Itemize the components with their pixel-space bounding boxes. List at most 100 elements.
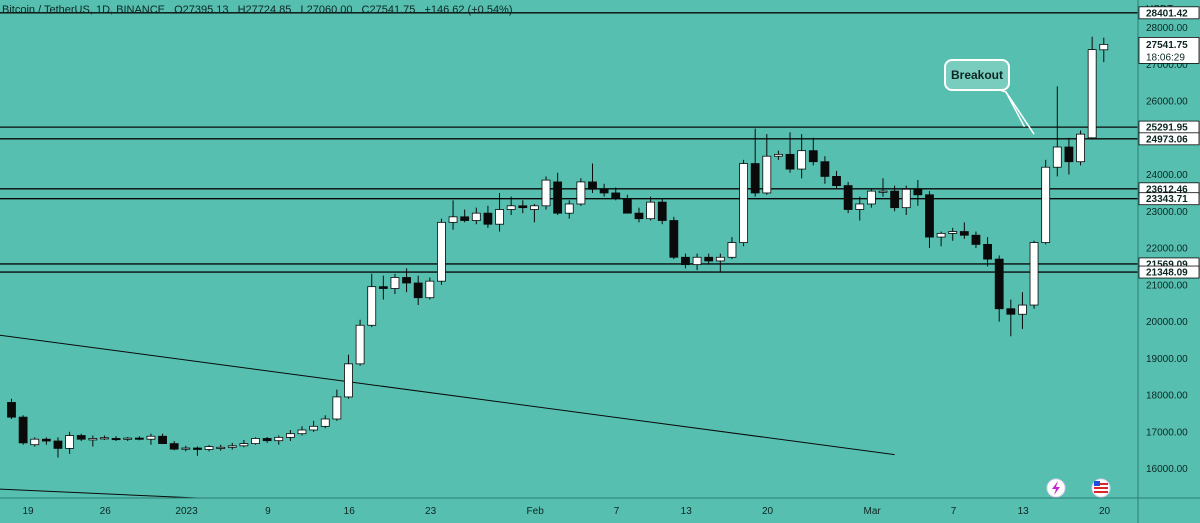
- candle-down[interactable]: [158, 435, 167, 445]
- candle-down[interactable]: [53, 440, 63, 449]
- level-price-tag[interactable]: [1138, 132, 1200, 146]
- candle-up[interactable]: [1018, 304, 1027, 315]
- candle-down[interactable]: [622, 198, 632, 214]
- candle-down[interactable]: [518, 205, 528, 209]
- candle-up[interactable]: [146, 435, 156, 440]
- candle-down[interactable]: [983, 244, 992, 260]
- candle-down[interactable]: [76, 435, 86, 440]
- candle-up[interactable]: [774, 153, 783, 157]
- candle-up[interactable]: [727, 242, 737, 258]
- candle-up[interactable]: [239, 443, 249, 447]
- candle-up[interactable]: [88, 438, 98, 441]
- candle-up[interactable]: [390, 277, 400, 289]
- candle-up[interactable]: [181, 447, 191, 450]
- candle-down[interactable]: [7, 402, 16, 418]
- candle-down[interactable]: [588, 181, 597, 190]
- candle-up[interactable]: [320, 418, 330, 427]
- candle-down[interactable]: [913, 188, 923, 196]
- candle-up[interactable]: [367, 286, 377, 326]
- candle-up[interactable]: [762, 155, 772, 194]
- candle-down[interactable]: [657, 201, 667, 221]
- candle-up[interactable]: [437, 221, 446, 282]
- candle-up[interactable]: [1041, 166, 1051, 243]
- candle-down[interactable]: [483, 212, 493, 225]
- breakout-callout[interactable]: [944, 59, 1010, 91]
- candle-up[interactable]: [495, 209, 504, 225]
- candle-up[interactable]: [692, 256, 702, 266]
- candle-up[interactable]: [100, 437, 109, 440]
- candle-down[interactable]: [169, 443, 179, 450]
- candle-down[interactable]: [959, 231, 969, 236]
- candle-down[interactable]: [820, 161, 830, 177]
- candle-up[interactable]: [30, 438, 40, 446]
- candle-up[interactable]: [1052, 146, 1062, 168]
- candle-up[interactable]: [576, 181, 586, 205]
- candle-down[interactable]: [18, 416, 28, 444]
- candle-down[interactable]: [890, 190, 900, 209]
- candle-down[interactable]: [413, 282, 423, 299]
- candle-up[interactable]: [1087, 49, 1097, 139]
- candle-up[interactable]: [227, 445, 237, 448]
- candle-up[interactable]: [1029, 242, 1039, 306]
- candle-down[interactable]: [134, 437, 144, 440]
- candle-down[interactable]: [785, 153, 795, 170]
- candle-up[interactable]: [541, 179, 551, 207]
- candle-up[interactable]: [564, 203, 574, 214]
- level-price-tag[interactable]: [1138, 6, 1200, 20]
- candle-down[interactable]: [832, 176, 841, 187]
- candle-down[interactable]: [460, 216, 470, 221]
- candle-up[interactable]: [471, 212, 481, 221]
- candle-down[interactable]: [193, 447, 202, 450]
- candle-down[interactable]: [611, 192, 621, 199]
- candle-up[interactable]: [297, 429, 307, 435]
- candle-up[interactable]: [506, 205, 516, 210]
- candle-up[interactable]: [448, 216, 458, 223]
- candle-up[interactable]: [285, 433, 295, 438]
- candle-up[interactable]: [251, 438, 260, 445]
- candle-down[interactable]: [925, 194, 934, 238]
- candle-up[interactable]: [344, 363, 353, 398]
- candle-up[interactable]: [65, 435, 74, 449]
- candle-up[interactable]: [1076, 133, 1085, 163]
- candle-up[interactable]: [739, 163, 748, 243]
- candle-up[interactable]: [355, 324, 365, 365]
- candle-down[interactable]: [402, 277, 411, 284]
- last-price-tag[interactable]: [1138, 37, 1200, 64]
- candle-up[interactable]: [332, 396, 342, 420]
- candle-up[interactable]: [646, 201, 655, 220]
- candle-up[interactable]: [715, 256, 725, 262]
- candle-down[interactable]: [843, 185, 853, 210]
- candle-up[interactable]: [901, 188, 911, 209]
- trendline[interactable]: [0, 488, 198, 499]
- symbol-name[interactable]: Bitcoin / TetherUS, 1D, BINANCE: [2, 4, 166, 16]
- candle-down[interactable]: [41, 438, 51, 442]
- candle-up[interactable]: [797, 150, 807, 170]
- time-axis-panel[interactable]: [0, 498, 1200, 523]
- candle-up[interactable]: [1099, 43, 1109, 51]
- candle-up[interactable]: [309, 425, 319, 431]
- candle-up[interactable]: [425, 280, 435, 299]
- candle-down[interactable]: [704, 256, 714, 262]
- candle-up[interactable]: [866, 190, 876, 205]
- candle-up[interactable]: [878, 190, 888, 193]
- candle-down[interactable]: [994, 258, 1004, 310]
- candle-up[interactable]: [204, 446, 214, 450]
- candle-down[interactable]: [1064, 146, 1074, 163]
- candle-up[interactable]: [855, 203, 865, 210]
- candle-down[interactable]: [111, 438, 121, 441]
- candle-down[interactable]: [553, 181, 563, 214]
- candle-down[interactable]: [378, 286, 388, 289]
- level-price-tag[interactable]: [1138, 265, 1200, 279]
- candle-down[interactable]: [750, 163, 760, 194]
- candle-up[interactable]: [530, 205, 539, 210]
- candle-up[interactable]: [274, 436, 284, 442]
- candle-up[interactable]: [123, 437, 133, 440]
- candle-down[interactable]: [599, 188, 609, 194]
- trendline[interactable]: [0, 334, 895, 456]
- candle-up[interactable]: [216, 446, 226, 449]
- candle-down[interactable]: [262, 438, 272, 442]
- candle-down[interactable]: [971, 234, 981, 245]
- candle-up[interactable]: [936, 232, 946, 238]
